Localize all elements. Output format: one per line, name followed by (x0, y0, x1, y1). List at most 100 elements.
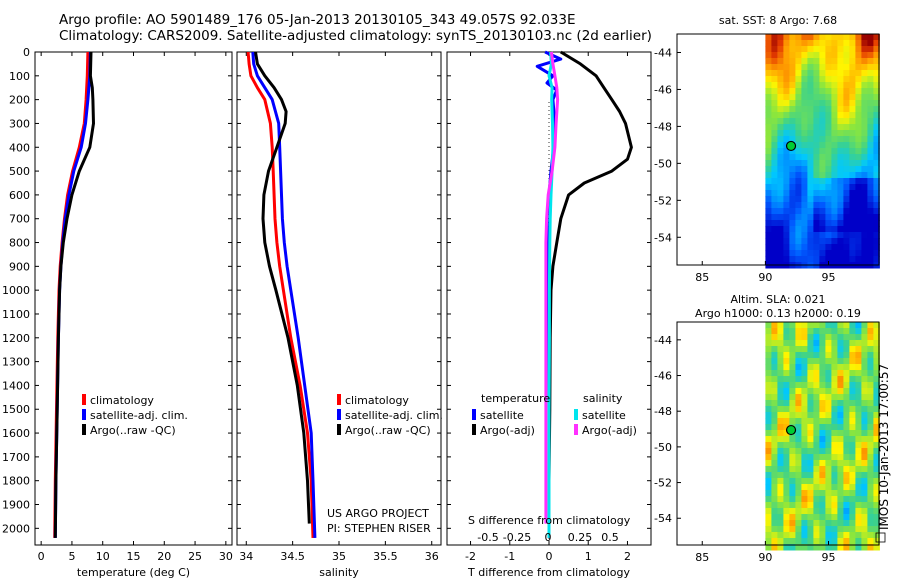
map-cell (795, 166, 802, 173)
map-cell (855, 370, 862, 377)
map-cell (825, 424, 832, 431)
map-cell (801, 454, 808, 461)
map-cell (825, 172, 832, 179)
map-cell (837, 472, 844, 479)
map-cell (843, 106, 850, 113)
map-cell (801, 514, 808, 521)
map-cell (771, 154, 778, 161)
map-cell (801, 130, 808, 137)
map-cell (777, 244, 784, 251)
map-cell (861, 322, 868, 329)
map-cell (831, 82, 838, 89)
map-cell (843, 196, 850, 203)
map-cell (765, 538, 772, 545)
map-cell (855, 532, 862, 539)
map-cell (801, 124, 808, 131)
map-cell (813, 424, 820, 431)
map-cell (771, 166, 778, 173)
map-cell (783, 472, 790, 479)
map-cell (825, 112, 832, 119)
map-cell (801, 532, 808, 539)
map-cell (831, 496, 838, 503)
map-cell (867, 106, 874, 113)
map-cell (777, 364, 784, 371)
legend-label: satellite-adj. clim. (90, 409, 188, 422)
map-cell (789, 232, 796, 239)
map-cell (855, 430, 862, 437)
legend-swatch (337, 394, 341, 405)
y-tick-label: 1600 (2, 427, 30, 440)
map-cell (795, 142, 802, 149)
map-cell (849, 472, 856, 479)
map-cell (867, 34, 874, 41)
map-cell (831, 364, 838, 371)
map-cell (849, 118, 856, 125)
map-cell (801, 382, 808, 389)
map-cell (831, 40, 838, 47)
map-cell (765, 490, 772, 497)
map-cell (801, 202, 808, 209)
map-cell (849, 340, 856, 347)
map-cell (855, 94, 862, 101)
map-cell (831, 184, 838, 191)
map-cell (795, 382, 802, 389)
map-cell (819, 214, 826, 221)
map-cell (855, 232, 862, 239)
map-cell (849, 58, 856, 65)
map-cell (831, 178, 838, 185)
map-cell (831, 94, 838, 101)
map-cell (837, 418, 844, 425)
map-cell (777, 190, 784, 197)
map-cell (831, 88, 838, 95)
legend-label: satellite (480, 409, 524, 422)
map-cell (825, 214, 832, 221)
map-cell (819, 34, 826, 41)
map-cell (807, 64, 814, 71)
map-cell (771, 322, 778, 329)
map-cell (843, 220, 850, 227)
map-cell (849, 160, 856, 167)
map-cell (795, 226, 802, 233)
map-cell (765, 364, 772, 371)
map-cell (777, 424, 784, 431)
map-cell (795, 442, 802, 449)
x-tick-label: 30 (219, 550, 233, 563)
legend-label: climatology (90, 394, 154, 407)
series-line-s-argo-adj- (544, 51, 560, 524)
map-cell (789, 220, 796, 227)
map-cell (789, 166, 796, 173)
map-cell (777, 34, 784, 41)
map-cell (777, 184, 784, 191)
map-cell (873, 136, 880, 143)
map-cell (819, 526, 826, 533)
map-cell (819, 154, 826, 161)
map-cell (807, 526, 814, 533)
map-cell (873, 88, 880, 95)
map-cell (819, 244, 826, 251)
map-cell (813, 442, 820, 449)
map-cell (825, 136, 832, 143)
map-cell (813, 490, 820, 497)
map-cell (861, 82, 868, 89)
map-cell (819, 346, 826, 353)
map-y-tick-label: -54 (654, 231, 672, 244)
secondary-x-axis-label: S difference from climatology (468, 514, 631, 527)
map-cell (861, 436, 868, 443)
map-cell (801, 244, 808, 251)
map-cell (855, 64, 862, 71)
map-cell (861, 430, 868, 437)
map-cell (825, 526, 832, 533)
map-cell (771, 520, 778, 527)
map-cell (825, 52, 832, 59)
map-cell (873, 508, 880, 515)
map-cell (855, 358, 862, 365)
map-cell (813, 430, 820, 437)
map-cell (867, 514, 874, 521)
map-cell (813, 370, 820, 377)
map-cell (837, 436, 844, 443)
map-cell (843, 424, 850, 431)
map-cell (855, 364, 862, 371)
map-cell (843, 100, 850, 107)
map-cell (777, 112, 784, 119)
map-cell (789, 418, 796, 425)
